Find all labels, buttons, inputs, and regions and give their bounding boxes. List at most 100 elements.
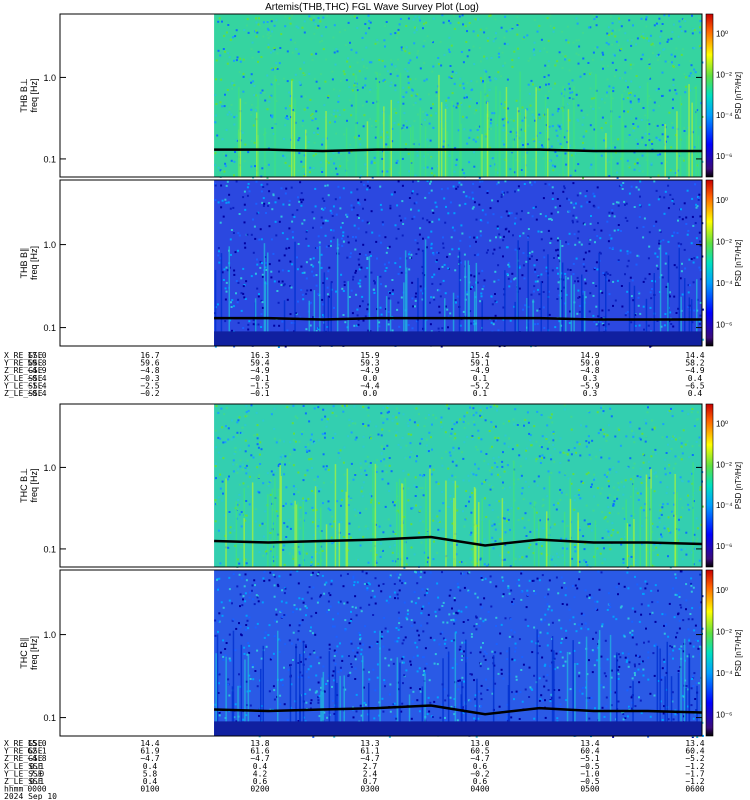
speckle <box>685 608 687 611</box>
speckle <box>604 435 607 438</box>
speckle <box>396 74 399 77</box>
speckle <box>491 541 494 544</box>
speckle <box>296 417 299 420</box>
speckle <box>582 135 585 138</box>
speckle <box>302 72 305 75</box>
speckle <box>327 245 330 247</box>
speckle <box>533 139 536 142</box>
speckle <box>599 237 602 240</box>
colorbar-tick-label: 10⁰ <box>716 420 728 429</box>
speckle <box>364 254 367 256</box>
speckle <box>699 240 701 243</box>
speckle <box>261 522 264 525</box>
speckle <box>260 705 263 707</box>
speckle <box>608 234 611 237</box>
speckle <box>352 236 354 238</box>
speckle <box>423 62 426 65</box>
speckle <box>274 67 277 69</box>
speckle <box>359 637 362 640</box>
speckle <box>651 450 654 453</box>
speckle <box>339 79 342 82</box>
speckle <box>411 507 414 509</box>
speckle <box>521 146 524 149</box>
speckle <box>351 422 354 425</box>
speckle <box>387 318 390 321</box>
speckle <box>531 506 534 509</box>
speckle <box>644 277 647 280</box>
speckle <box>524 512 527 515</box>
speckle <box>451 428 454 430</box>
speckle <box>556 134 559 137</box>
speckle <box>368 251 371 254</box>
streak <box>480 91 482 177</box>
speckle <box>568 87 571 90</box>
speckle <box>655 136 658 139</box>
streak <box>446 131 449 177</box>
speckle <box>435 205 438 208</box>
speckle <box>471 286 473 289</box>
speckle <box>382 130 384 133</box>
speckle <box>681 452 684 455</box>
speckle <box>700 523 703 526</box>
speckle <box>576 237 579 240</box>
speckle <box>568 97 571 99</box>
speckle <box>672 467 675 470</box>
speckle <box>675 438 677 441</box>
speckle <box>473 165 476 168</box>
speckle <box>534 501 537 504</box>
speckle <box>340 498 343 501</box>
speckle <box>589 72 591 75</box>
speckle <box>579 75 582 78</box>
speckle <box>299 660 302 663</box>
speckle <box>487 37 489 40</box>
speckle <box>388 429 391 432</box>
speckle <box>362 423 365 425</box>
speckle <box>366 583 369 586</box>
speckle <box>495 78 498 81</box>
speckle <box>448 48 450 51</box>
speckle <box>300 95 303 98</box>
speckle <box>545 270 548 273</box>
speckle <box>502 239 505 242</box>
speckle <box>309 438 312 441</box>
streak <box>256 112 258 177</box>
speckle <box>489 79 492 82</box>
speckle <box>280 215 283 218</box>
speckle <box>627 587 630 590</box>
speckle <box>504 117 507 120</box>
speckle <box>479 409 482 412</box>
speckle <box>260 190 263 193</box>
speckle <box>626 159 629 162</box>
speckle <box>599 492 602 495</box>
speckle <box>663 14 666 17</box>
speckle <box>354 80 356 83</box>
speckle <box>500 216 503 219</box>
speckle <box>264 550 267 553</box>
speckle <box>270 51 272 54</box>
speckle <box>389 595 392 598</box>
speckle <box>269 493 272 496</box>
speckle <box>499 652 502 655</box>
speckle <box>449 494 452 497</box>
speckle <box>607 471 610 474</box>
speckle <box>470 635 473 638</box>
speckle <box>286 115 288 118</box>
speckle <box>221 426 224 429</box>
speckle <box>687 480 690 483</box>
speckle <box>699 215 702 218</box>
speckle <box>449 312 452 315</box>
speckle <box>386 131 389 134</box>
speckle <box>407 17 410 20</box>
speckle <box>575 93 578 96</box>
speckle <box>511 59 514 62</box>
speckle <box>640 17 643 20</box>
speckle <box>489 207 492 210</box>
speckle <box>308 586 311 588</box>
speckle <box>419 19 421 22</box>
speckle <box>411 217 414 220</box>
speckle <box>382 42 385 45</box>
speckle <box>540 238 543 241</box>
speckle <box>396 552 399 555</box>
speckle <box>322 481 325 484</box>
speckle <box>605 41 608 44</box>
